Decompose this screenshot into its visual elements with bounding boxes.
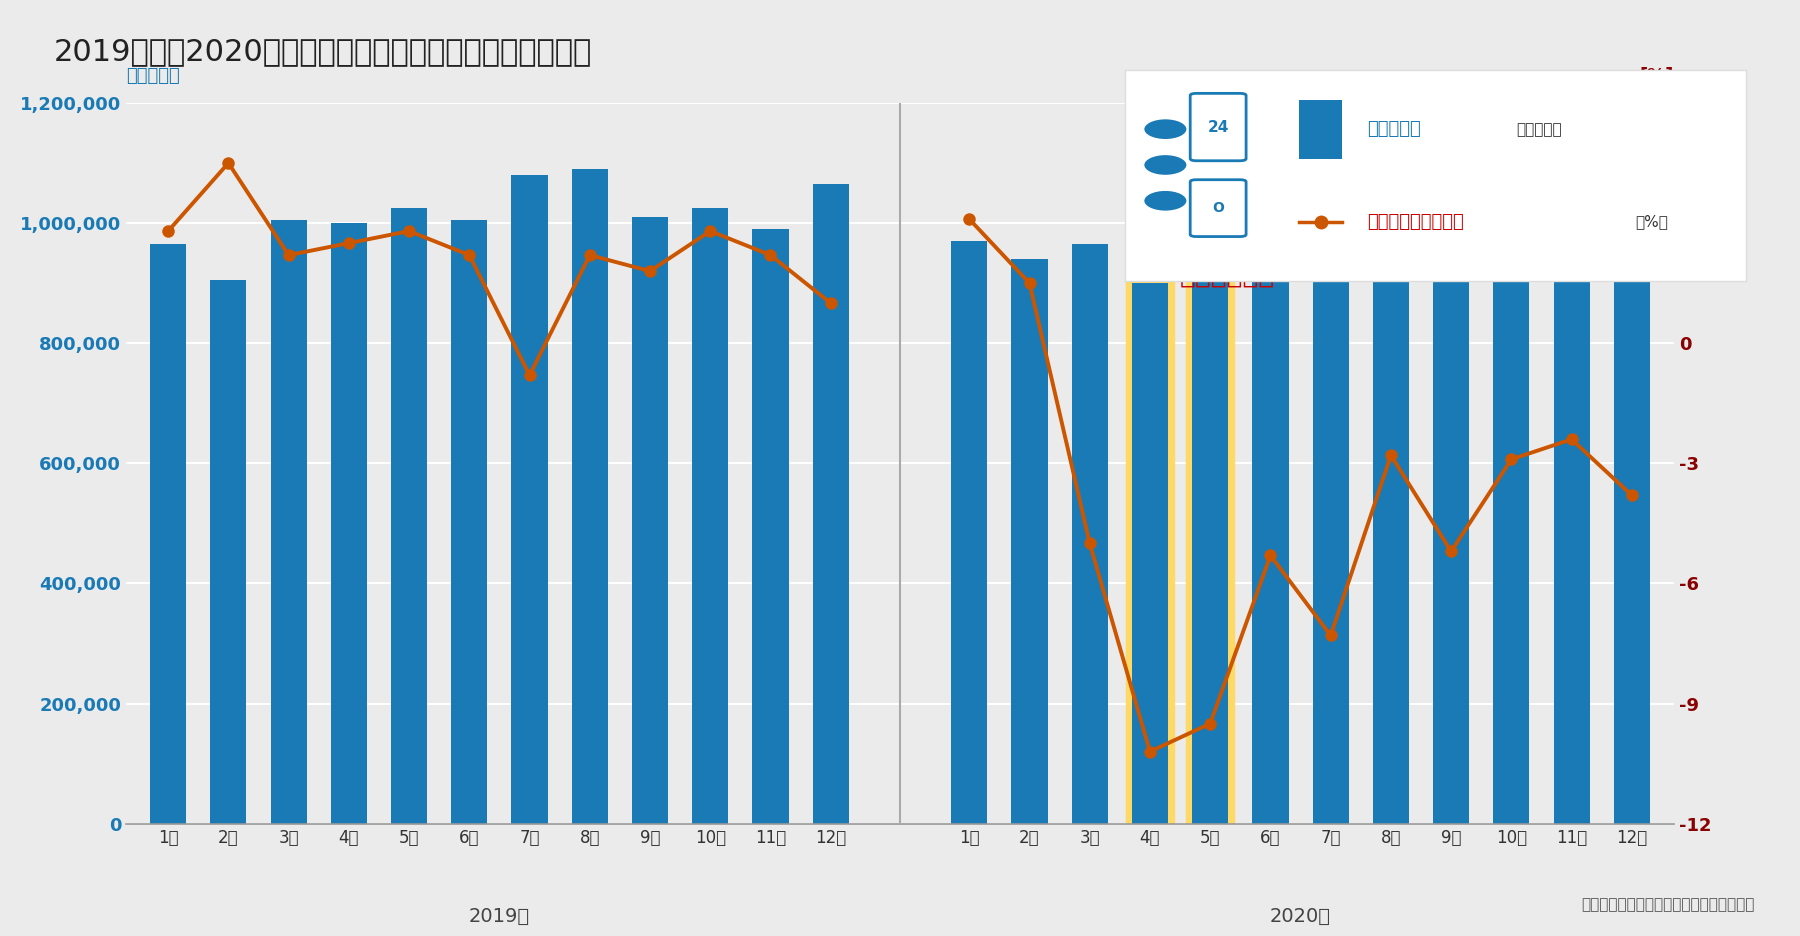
Bar: [1071, 244, 1107, 824]
FancyBboxPatch shape: [1190, 180, 1246, 237]
Text: 2019年: 2019年: [468, 907, 529, 926]
Bar: [331, 223, 367, 824]
Bar: [572, 169, 608, 824]
Bar: [1125, 103, 1174, 824]
Bar: [1494, 227, 1530, 824]
Bar: [1132, 283, 1168, 824]
Text: ［百万円］: ［百万円］: [1516, 122, 1562, 137]
Bar: [1373, 205, 1409, 824]
Bar: [1300, 100, 1343, 158]
Bar: [1312, 229, 1348, 824]
Bar: [693, 208, 729, 824]
Text: ［資料］商業動態統計調査（経済産業省）: ［資料］商業動態統計調査（経済産業省）: [1582, 898, 1755, 913]
Text: 2020年: 2020年: [1271, 907, 1330, 926]
Bar: [1615, 205, 1651, 824]
Ellipse shape: [1143, 119, 1188, 139]
Bar: [270, 220, 306, 824]
Bar: [511, 175, 547, 824]
Text: 緊急事態宣言: 緊急事態宣言: [1181, 263, 1276, 289]
Text: 2019年から2020年のコンビニエンスストア販売額の推移: 2019年から2020年のコンビニエンスストア販売額の推移: [54, 37, 592, 66]
Text: 販売額合計: 販売額合計: [1368, 120, 1420, 139]
Ellipse shape: [1143, 154, 1188, 175]
Text: O: O: [1211, 201, 1224, 215]
Bar: [391, 208, 427, 824]
Text: 前年同月比の増減率: 前年同月比の増減率: [1368, 212, 1463, 231]
Bar: [1186, 103, 1235, 824]
Bar: [1433, 229, 1469, 824]
Bar: [632, 217, 668, 824]
Bar: [1253, 241, 1289, 824]
Text: [%]: [%]: [1640, 67, 1674, 85]
Ellipse shape: [1143, 190, 1188, 212]
Text: ［百万円］: ［百万円］: [126, 67, 180, 85]
Bar: [812, 184, 850, 824]
Bar: [149, 244, 185, 824]
Bar: [452, 220, 488, 824]
Bar: [1192, 265, 1228, 824]
Text: ［%］: ［%］: [1636, 214, 1669, 229]
Bar: [211, 280, 247, 824]
Text: 24: 24: [1208, 120, 1229, 135]
FancyBboxPatch shape: [1190, 94, 1246, 161]
Bar: [752, 229, 788, 824]
Bar: [1553, 238, 1589, 824]
Bar: [1012, 259, 1048, 824]
Bar: [950, 241, 988, 824]
